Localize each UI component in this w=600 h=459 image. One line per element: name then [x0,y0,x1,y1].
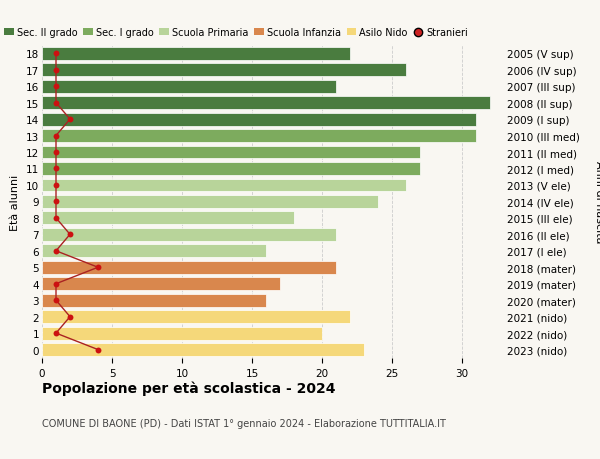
Point [51,297,61,304]
Bar [42,81,336,93]
Point [65,116,75,123]
Point [51,133,61,140]
Bar [42,97,490,110]
Bar [42,113,476,126]
Point [51,67,61,74]
Point [65,313,75,321]
Bar [42,179,406,192]
Point [51,182,61,189]
Bar [42,162,420,175]
Bar [42,64,406,77]
Bar [42,146,420,159]
Bar [42,48,350,61]
Point [51,50,61,58]
Point [51,330,61,337]
Point [51,149,61,157]
Point [93,264,103,271]
Point [51,100,61,107]
Point [51,198,61,206]
Point [51,247,61,255]
Bar [42,196,378,208]
Text: COMUNE DI BAONE (PD) - Dati ISTAT 1° gennaio 2024 - Elaborazione TUTTITALIA.IT: COMUNE DI BAONE (PD) - Dati ISTAT 1° gen… [42,418,446,428]
Bar [42,294,266,307]
Bar [42,311,350,323]
Bar [42,278,280,291]
Point [51,165,61,173]
Bar [42,212,294,225]
Bar [42,327,322,340]
Point [93,346,103,353]
Point [51,280,61,288]
Bar [42,343,364,356]
Legend: Sec. II grado, Sec. I grado, Scuola Primaria, Scuola Infanzia, Asilo Nido, Stran: Sec. II grado, Sec. I grado, Scuola Prim… [4,28,468,38]
Y-axis label: Età alunni: Età alunni [10,174,20,230]
Y-axis label: Anni di nascita: Anni di nascita [593,161,600,243]
Bar [42,245,266,257]
Bar [42,130,476,143]
Text: Popolazione per età scolastica - 2024: Popolazione per età scolastica - 2024 [42,381,335,396]
Point [51,83,61,90]
Bar [42,261,336,274]
Bar [42,229,336,241]
Point [65,231,75,239]
Point [51,215,61,222]
